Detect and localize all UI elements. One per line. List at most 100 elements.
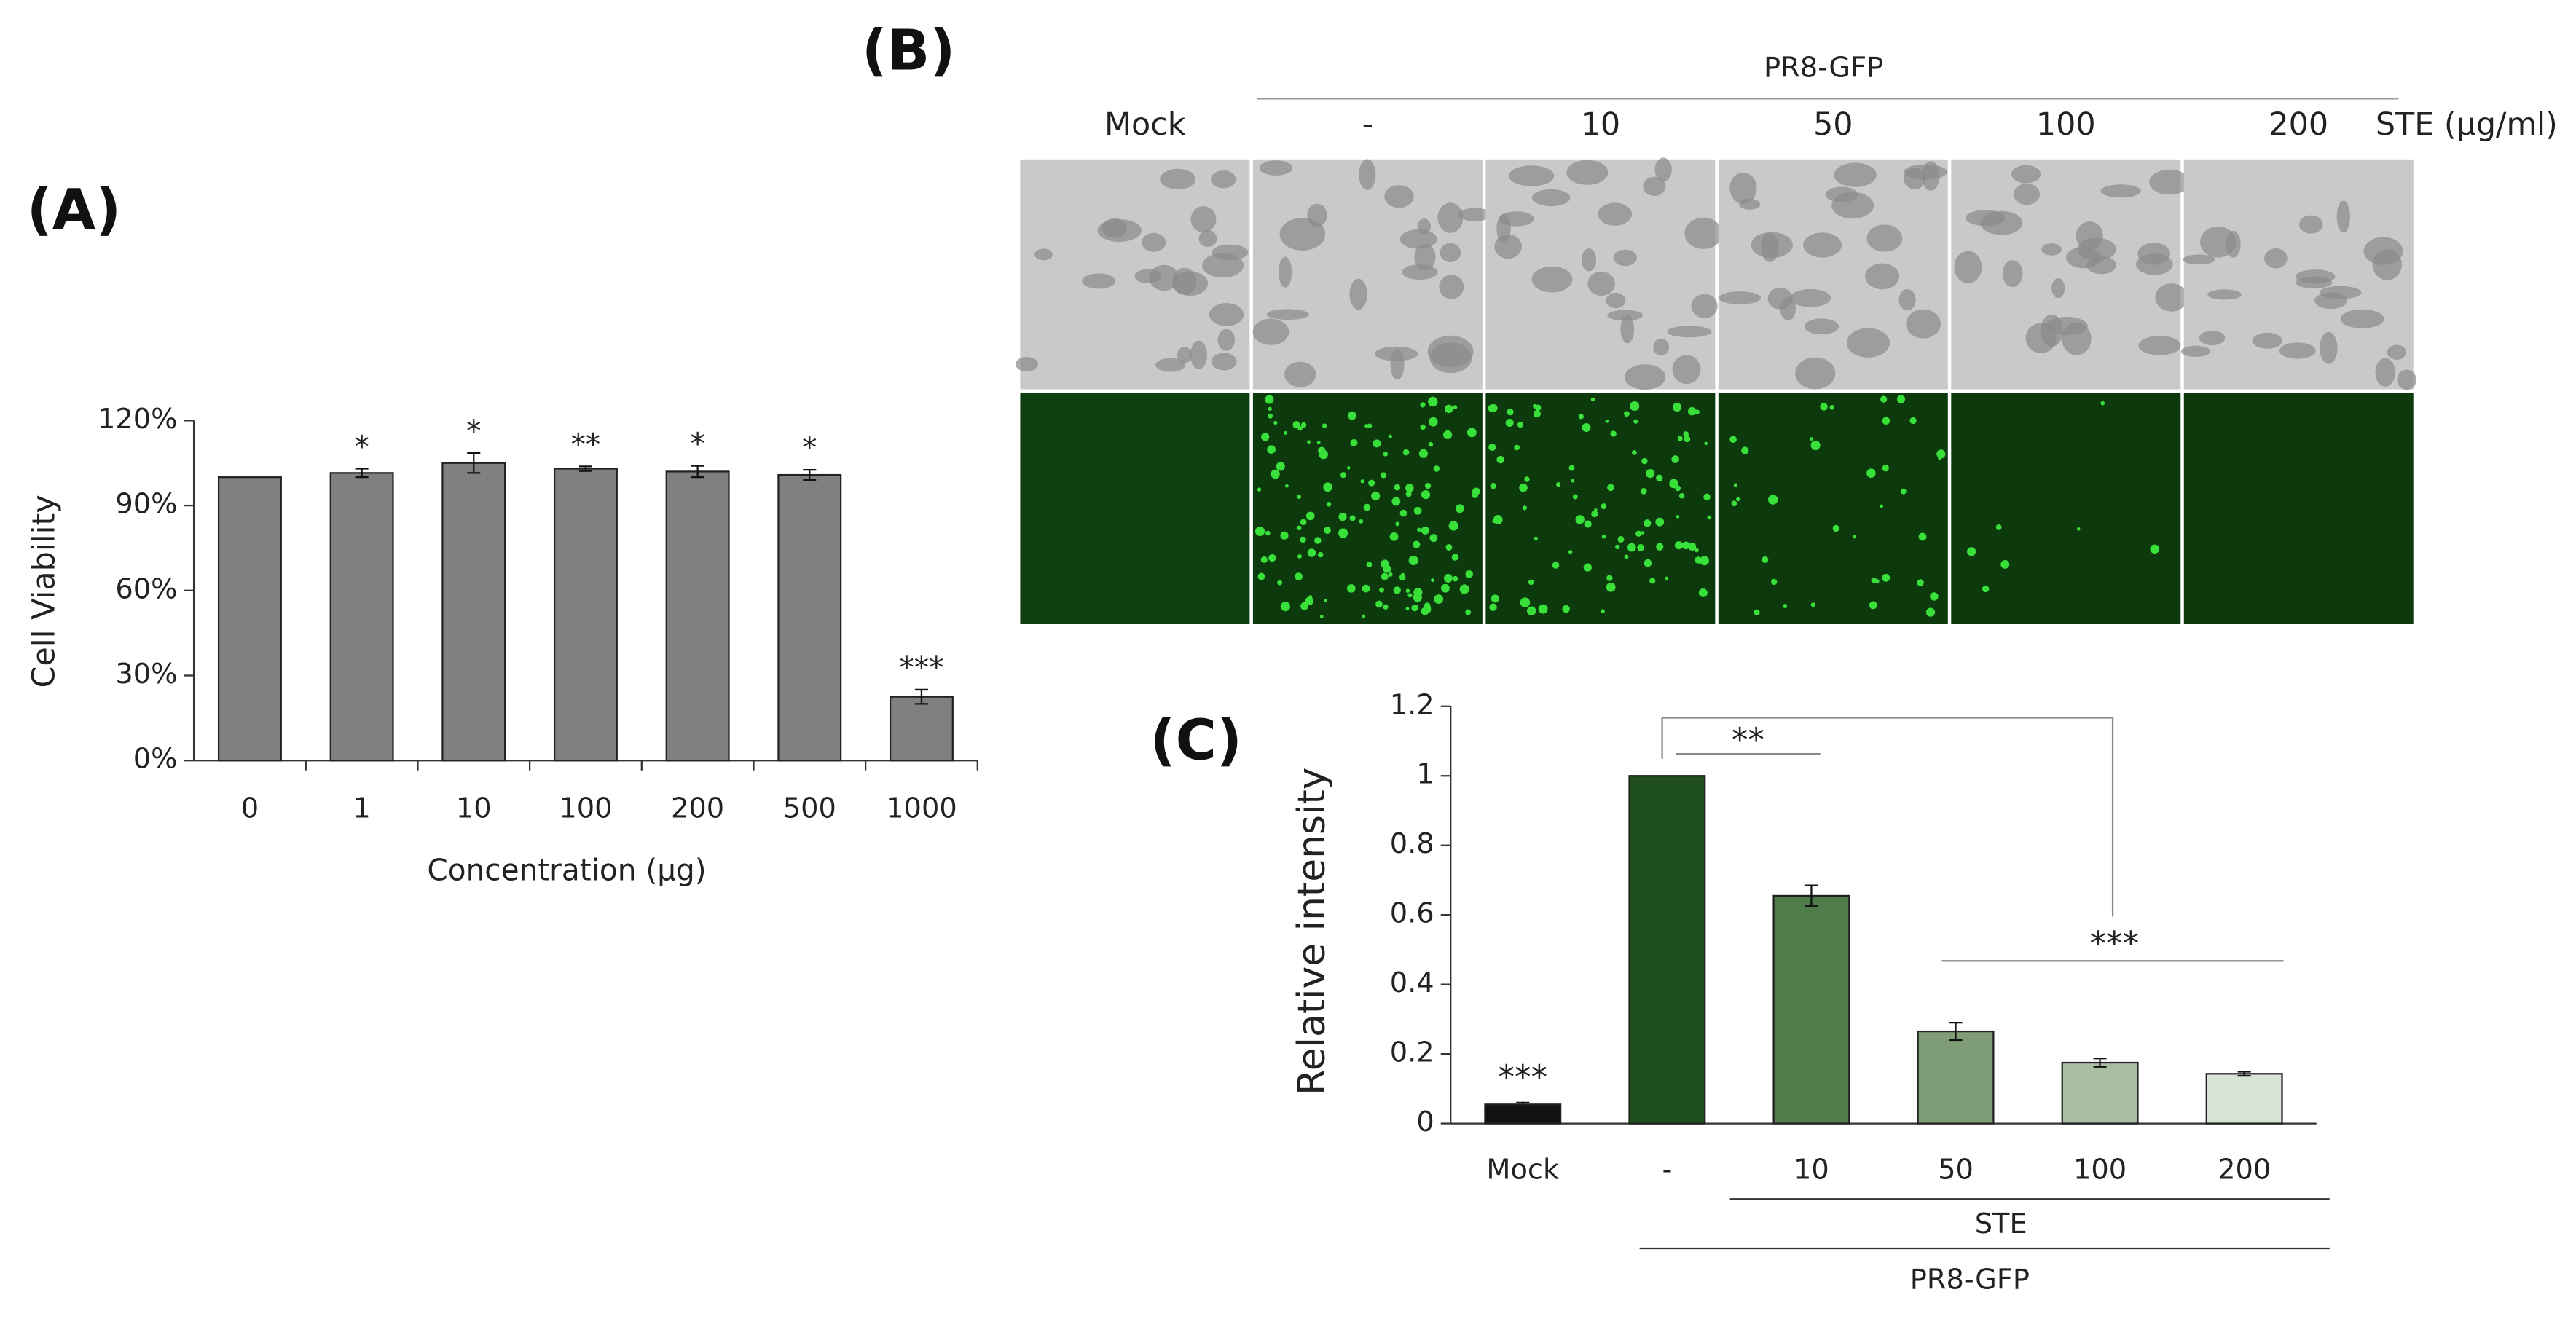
cell-cluster — [2336, 200, 2350, 233]
significance: * — [466, 414, 481, 449]
gfp-cell — [1637, 544, 1644, 551]
gfp-cell — [1297, 554, 1302, 559]
gfp-cell — [1665, 576, 1669, 580]
gfp-cell — [1268, 554, 1276, 562]
cell-cluster — [2264, 248, 2288, 269]
cell-cluster — [2180, 345, 2211, 357]
gfp-cell — [1388, 434, 1392, 438]
cell-cluster — [2279, 342, 2316, 359]
cell-cluster — [2363, 237, 2403, 265]
gfp-cell — [1267, 445, 1276, 454]
gfp-cell — [1389, 532, 1399, 541]
cell-cluster — [1898, 288, 1916, 311]
y-tick-label: 30% — [115, 658, 177, 690]
gfp-cell — [1520, 597, 1531, 607]
gfp-cell — [1375, 600, 1383, 608]
cell-cluster — [1499, 211, 1534, 227]
cell-cluster — [1795, 357, 1836, 390]
gfp-cell — [1880, 395, 1888, 403]
gfp-cell — [1383, 452, 1389, 457]
gfp-cell — [1362, 584, 1370, 593]
gfp-cell — [1869, 601, 1877, 610]
gfp-cell — [1421, 607, 1429, 615]
y-tick-label: 120% — [98, 403, 178, 436]
gfp-cell — [1703, 493, 1711, 501]
gfp-cell — [1632, 450, 1637, 455]
gfp-cell — [1317, 551, 1324, 558]
gfp-cell — [1783, 604, 1788, 609]
gfp-cell — [1443, 430, 1453, 440]
cell-cluster — [2298, 215, 2323, 234]
gfp-cell — [1314, 537, 1322, 544]
significance: * — [690, 427, 704, 462]
gfp-cell — [1687, 407, 1697, 416]
cell-cluster — [1349, 278, 1367, 310]
gfp-cell — [1641, 531, 1644, 535]
cell-cluster — [2002, 260, 2023, 288]
gfp-cell — [1496, 455, 1504, 464]
x-tick-label: 50 — [1938, 1153, 1974, 1186]
y-axis-label: Cell Viability — [26, 495, 63, 688]
gfp-cell — [1300, 519, 1307, 526]
fluorescence-image — [1718, 393, 1948, 625]
cell-cluster — [1190, 206, 1217, 232]
cell-cluster — [2051, 277, 2065, 299]
gfp-cell — [1669, 479, 1678, 489]
gfp-cell — [1493, 515, 1503, 524]
panel-label: (A) — [27, 178, 121, 243]
cell-cluster — [1620, 314, 1635, 344]
gfp-cell — [1395, 521, 1400, 527]
gfp-cell — [1695, 548, 1699, 553]
gfp-cell — [1346, 584, 1356, 593]
column-label: 50 — [1813, 106, 1853, 143]
gfp-cell — [1260, 556, 1268, 564]
x-tick-label: Mock — [1486, 1153, 1560, 1186]
cell-cluster — [1437, 202, 1464, 233]
gfp-cell — [1754, 609, 1760, 615]
gfp-cell — [1428, 396, 1438, 407]
cell-cluster — [1217, 328, 1236, 351]
gfp-cell — [1676, 515, 1680, 519]
gfp-cell — [2100, 401, 2105, 406]
gfp-cell — [1319, 451, 1327, 459]
gfp-cell — [1644, 559, 1652, 567]
bar — [2205, 1073, 2283, 1125]
cell-cluster — [1190, 340, 1207, 370]
gfp-cell — [1407, 593, 1413, 598]
comparison-label: *** — [2089, 924, 2139, 963]
cell-cluster — [2320, 331, 2338, 364]
cell-cluster — [1980, 210, 2023, 235]
gfp-cell — [1607, 484, 1614, 492]
gfp-cell — [1324, 599, 1327, 602]
gfp-cell — [1292, 421, 1300, 429]
gfp-cell — [1733, 483, 1737, 487]
error-bar — [691, 465, 704, 479]
gfp-cell — [1307, 548, 1316, 557]
gfp-cell — [1445, 404, 1453, 414]
error-bar — [467, 452, 481, 474]
cell-cluster — [1399, 229, 1437, 249]
gfp-cell — [1307, 440, 1311, 444]
gfp-cell — [1465, 570, 1474, 578]
gfp-cell — [1276, 462, 1285, 471]
cell-cluster — [1587, 271, 1615, 296]
gfp-cell — [1918, 532, 1927, 541]
gfp-cell — [1418, 449, 1429, 458]
gfp-cell — [1364, 424, 1369, 428]
gfp-cell — [1995, 524, 2002, 530]
gfp-cell — [1455, 504, 1464, 513]
gfp-cell — [1394, 484, 1401, 491]
gfp-cell — [1391, 497, 1401, 506]
gfp-cell — [1368, 479, 1375, 487]
comparison-bracket — [1661, 717, 2114, 917]
cell-cluster — [1211, 353, 1237, 371]
gfp-cell — [1445, 543, 1453, 551]
gfp-cell — [1656, 543, 1664, 551]
gfp-cell — [1268, 406, 1272, 412]
cell-cluster — [1904, 168, 1926, 189]
gfp-cell — [1347, 466, 1351, 470]
gfp-cell — [1699, 556, 1709, 566]
cell-cluster — [1082, 273, 1116, 289]
gfp-cell — [1810, 602, 1815, 607]
